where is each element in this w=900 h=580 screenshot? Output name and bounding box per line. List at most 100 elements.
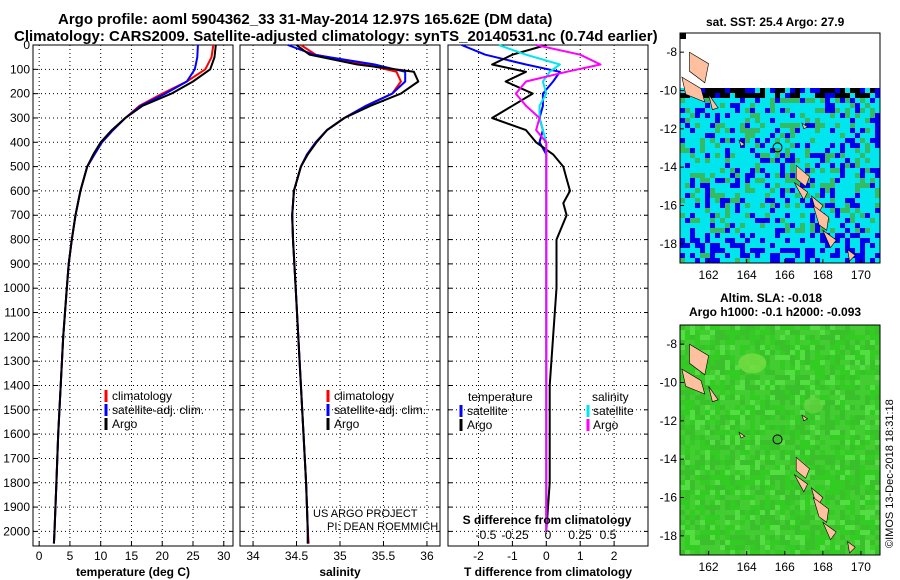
map-cell [830, 395, 835, 400]
map-cell [680, 475, 685, 480]
map-cell [780, 88, 785, 93]
map-cell [745, 143, 750, 148]
map-cell [820, 193, 825, 198]
map-cell [680, 138, 685, 143]
map-cell [780, 163, 785, 168]
map-cell [810, 495, 815, 500]
map-cell [760, 178, 765, 183]
map-cell [785, 113, 790, 118]
map-cell [695, 253, 700, 258]
map-cell [725, 425, 730, 430]
map-cell [740, 218, 745, 223]
map-cell [730, 113, 735, 118]
map-cell [810, 425, 815, 430]
map-cell [725, 430, 730, 435]
map-cell [770, 83, 775, 88]
map-cell [840, 340, 845, 345]
map-cell [825, 495, 830, 500]
map-cell [800, 118, 805, 123]
map-cell [840, 148, 845, 153]
map-cell [695, 440, 700, 445]
map-cell [775, 360, 780, 365]
map-cell [695, 400, 700, 405]
map-cell [840, 355, 845, 360]
map-cell [805, 525, 810, 530]
map-cell [760, 223, 765, 228]
map-cell [725, 380, 730, 385]
map-cell [860, 158, 865, 163]
map-cell [680, 198, 685, 203]
map-cell [820, 385, 825, 390]
map-cell [705, 128, 710, 133]
map-cell [710, 233, 715, 238]
map-cell [775, 400, 780, 405]
map-cell [730, 188, 735, 193]
map-cell [690, 335, 695, 340]
map-cell [700, 228, 705, 233]
map-cell [740, 500, 745, 505]
map-cell [725, 173, 730, 178]
series-line-argo [291, 44, 420, 544]
map-cell [860, 223, 865, 228]
map-cell [795, 238, 800, 243]
map-cell [705, 520, 710, 525]
map-cell [815, 370, 820, 375]
map-cell [870, 233, 875, 238]
map-cell [725, 208, 730, 213]
map-cell [755, 193, 760, 198]
map-cell [740, 445, 745, 450]
map-cell [860, 400, 865, 405]
depth-tick-label: 1400 [3, 378, 30, 392]
map-cell [730, 410, 735, 415]
map-cell [760, 415, 765, 420]
map-cell [795, 375, 800, 380]
map-cell [690, 525, 695, 530]
map-cell [855, 103, 860, 108]
map-cell [730, 208, 735, 213]
map-cell [860, 173, 865, 178]
map-cell [830, 355, 835, 360]
map-x-tick-label: 170 [851, 560, 871, 574]
map-cell [775, 530, 780, 535]
map-cell [815, 178, 820, 183]
map-cell [745, 485, 750, 490]
map-cell [795, 208, 800, 213]
map-cell [745, 375, 750, 380]
map-cell [870, 415, 875, 420]
map-cell [805, 515, 810, 520]
map-cell [855, 375, 860, 380]
map-cell [840, 138, 845, 143]
map-cell [780, 500, 785, 505]
map-cell [760, 233, 765, 238]
map-cell [850, 350, 855, 355]
map-cell [740, 340, 745, 345]
map-cell [740, 495, 745, 500]
map-cell [705, 158, 710, 163]
map-cell [750, 153, 755, 158]
map-cell [835, 103, 840, 108]
map-cell [755, 153, 760, 158]
map-cell [700, 440, 705, 445]
map-cell [700, 253, 705, 258]
map-cell [715, 550, 720, 555]
map-cell [775, 218, 780, 223]
map-cell [845, 395, 850, 400]
map-cell [710, 178, 715, 183]
map-cell [685, 365, 690, 370]
map-cell [835, 118, 840, 123]
map-cell [805, 163, 810, 168]
map-cell [735, 510, 740, 515]
map-cell [730, 148, 735, 153]
map-cell [805, 335, 810, 340]
map-cell [725, 330, 730, 335]
map-cell [810, 325, 815, 330]
map-cell [755, 148, 760, 153]
map-cell [870, 138, 875, 143]
map-cell [870, 335, 875, 340]
map-cell [680, 118, 685, 123]
map-cell [715, 375, 720, 380]
map-cell [760, 218, 765, 223]
map-cell [795, 470, 800, 475]
map-cell [690, 445, 695, 450]
map-cell [770, 380, 775, 385]
